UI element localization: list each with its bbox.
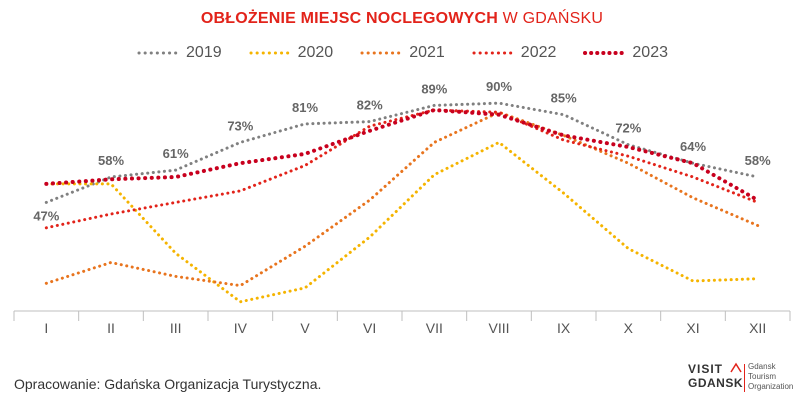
series-line-2020 <box>44 140 760 304</box>
x-tick-label: XI <box>686 320 699 336</box>
x-tick-label: IX <box>557 320 571 336</box>
chart-title: OBŁOŻENIE MIEJSC NOCLEGOWYCH W GDAŃSKU <box>0 10 804 28</box>
x-tick-label: XII <box>749 320 766 336</box>
series-line-2022 <box>44 108 760 230</box>
data-label: 64% <box>680 139 706 154</box>
data-label: 85% <box>551 91 577 106</box>
legend-label: 2020 <box>297 44 334 61</box>
legend-label: 2022 <box>520 44 557 61</box>
logo-mark-icon <box>730 362 742 373</box>
legend-swatch <box>249 51 290 55</box>
series-line-2023 <box>44 107 760 203</box>
legend-item-2023: 2023 <box>582 44 668 62</box>
title-bold: OBŁOŻENIE MIEJSC NOCLEGOWYCH <box>200 10 499 27</box>
logo-organization: Gdansk Tourism Organization <box>748 362 794 391</box>
data-label: 72% <box>615 121 641 136</box>
legend-item-2019: 2019 <box>136 44 222 62</box>
data-label: 58% <box>745 153 771 168</box>
legend-swatch <box>137 51 178 55</box>
data-label: 47% <box>33 208 59 223</box>
source-note: Opracowanie: Gdańska Organizacja Turysty… <box>14 376 322 392</box>
legend-label: 2021 <box>409 44 445 61</box>
legend-swatch <box>472 51 513 55</box>
legend-item-2020: 2020 <box>248 44 334 62</box>
logo-visit: VISIT <box>688 362 724 376</box>
legend-item-2022: 2022 <box>471 44 557 62</box>
data-label: 58% <box>98 153 124 168</box>
legend-swatch <box>360 51 401 55</box>
x-tick-label: VIII <box>488 320 509 336</box>
legend-item-2021: 2021 <box>359 44 445 62</box>
legend-label: 2023 <box>632 44 668 61</box>
legend-label: 2019 <box>186 44 222 61</box>
data-label: 90% <box>486 79 512 94</box>
data-label: 73% <box>227 118 253 133</box>
x-tick-label: III <box>170 320 182 336</box>
series-line-2021 <box>44 110 760 288</box>
legend: 2019 2020 2021 2022 2023 <box>0 44 804 62</box>
data-label: 61% <box>163 146 189 161</box>
logo-separator <box>744 364 745 392</box>
data-label: 82% <box>357 98 383 113</box>
x-tick-label: IV <box>234 320 248 336</box>
x-tick-label: VI <box>363 320 376 336</box>
x-tick-label: I <box>44 320 48 336</box>
x-tick-label: VII <box>426 320 443 336</box>
title-light: W GDAŃSKU <box>502 10 604 27</box>
logo-gdansk: GDANSK <box>688 376 744 390</box>
data-label: 81% <box>292 100 318 115</box>
x-tick-label: X <box>624 320 634 336</box>
legend-swatch <box>583 51 625 55</box>
x-tick-label: II <box>107 320 115 336</box>
visit-gdansk-logo: VISIT GDANSK Gdansk Tourism Organization <box>688 360 798 396</box>
data-label: 89% <box>421 81 447 96</box>
x-tick-label: V <box>300 320 310 336</box>
